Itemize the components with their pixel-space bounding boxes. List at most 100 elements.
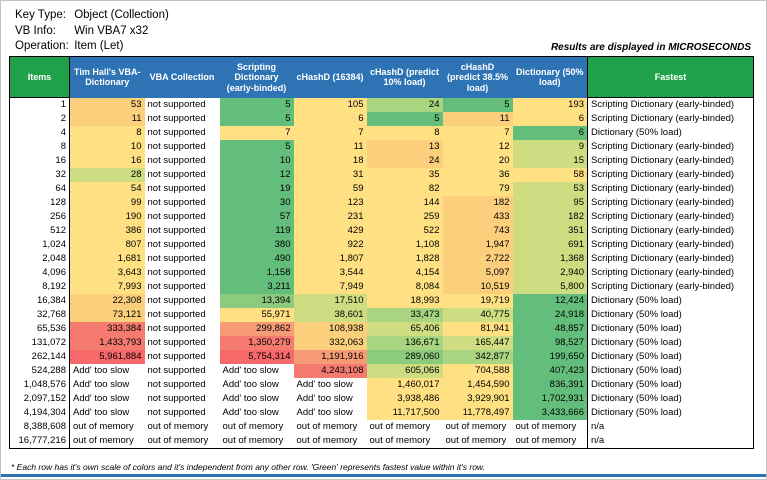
value-cell-dictionary-50-load[interactable]: 6 bbox=[512, 126, 588, 140]
value-cell-chashd-predict-385[interactable]: 704,588 bbox=[442, 364, 513, 378]
value-cell-chashd-predict-10[interactable]: 24 bbox=[366, 154, 443, 168]
items-cell[interactable]: 128 bbox=[9, 196, 70, 210]
items-cell[interactable]: 4,194,304 bbox=[9, 406, 70, 420]
value-cell-chashd-predict-10[interactable]: 522 bbox=[366, 224, 443, 238]
value-cell-scripting-dictionary[interactable]: 490 bbox=[219, 252, 294, 266]
value-cell-dictionary-50-load[interactable]: 15 bbox=[512, 154, 588, 168]
value-cell-timhall-vba-dictionary[interactable]: out of memory bbox=[69, 420, 145, 434]
value-cell-chashd-predict-385[interactable]: 7 bbox=[442, 126, 513, 140]
value-cell-scripting-dictionary[interactable]: 380 bbox=[219, 238, 294, 252]
items-cell[interactable]: 32 bbox=[9, 168, 70, 182]
value-cell-scripting-dictionary[interactable]: 30 bbox=[219, 196, 294, 210]
fastest-cell[interactable]: Scripting Dictionary (early-binded) bbox=[587, 196, 754, 210]
items-cell[interactable]: 2 bbox=[9, 112, 70, 126]
items-cell[interactable]: 8,388,608 bbox=[9, 420, 70, 434]
value-cell-chashd-predict-385[interactable]: 2,722 bbox=[442, 252, 513, 266]
value-cell-chashd-predict-10[interactable]: 144 bbox=[366, 196, 443, 210]
value-cell-timhall-vba-dictionary[interactable]: 7,993 bbox=[69, 280, 145, 294]
value-cell-scripting-dictionary[interactable]: 19 bbox=[219, 182, 294, 196]
value-cell-dictionary-50-load[interactable]: 691 bbox=[512, 238, 588, 252]
value-cell-chashd-16384[interactable]: 332,063 bbox=[293, 336, 367, 350]
value-cell-chashd-16384[interactable]: 108,938 bbox=[293, 322, 367, 336]
value-cell-chashd-16384[interactable]: 3,544 bbox=[293, 266, 367, 280]
value-cell-vba-collection[interactable]: not supported bbox=[144, 182, 220, 196]
value-cell-chashd-predict-10[interactable]: 11,717,500 bbox=[366, 406, 443, 420]
fastest-cell[interactable]: Scripting Dictionary (early-binded) bbox=[587, 210, 754, 224]
value-cell-chashd-16384[interactable]: 17,510 bbox=[293, 294, 367, 308]
value-cell-chashd-predict-385[interactable]: out of memory bbox=[442, 420, 513, 434]
value-cell-vba-collection[interactable]: not supported bbox=[144, 168, 220, 182]
fastest-cell[interactable]: Dictionary (50% load) bbox=[587, 308, 754, 322]
column-header-chashd-predict-385[interactable]: cHashD (predict 38.5% load) bbox=[442, 56, 513, 98]
value-cell-dictionary-50-load[interactable]: out of memory bbox=[512, 434, 588, 449]
value-cell-chashd-predict-10[interactable]: 1,108 bbox=[366, 238, 443, 252]
value-cell-chashd-predict-10[interactable]: 136,671 bbox=[366, 336, 443, 350]
value-cell-timhall-vba-dictionary[interactable]: 190 bbox=[69, 210, 145, 224]
value-cell-vba-collection[interactable]: not supported bbox=[144, 350, 220, 364]
value-cell-timhall-vba-dictionary[interactable]: Add' too slow bbox=[69, 392, 145, 406]
fastest-cell[interactable]: Dictionary (50% load) bbox=[587, 378, 754, 392]
value-cell-timhall-vba-dictionary[interactable]: Add' too slow bbox=[69, 378, 145, 392]
value-cell-dictionary-50-load[interactable]: 351 bbox=[512, 224, 588, 238]
fastest-cell[interactable]: Dictionary (50% load) bbox=[587, 392, 754, 406]
value-cell-dictionary-50-load[interactable]: 58 bbox=[512, 168, 588, 182]
value-cell-chashd-predict-10[interactable]: 13 bbox=[366, 140, 443, 154]
value-cell-dictionary-50-load[interactable]: 9 bbox=[512, 140, 588, 154]
items-cell[interactable]: 4 bbox=[9, 126, 70, 140]
value-cell-scripting-dictionary[interactable]: 55,971 bbox=[219, 308, 294, 322]
value-cell-scripting-dictionary[interactable]: 3,211 bbox=[219, 280, 294, 294]
value-cell-chashd-16384[interactable]: 6 bbox=[293, 112, 367, 126]
value-cell-scripting-dictionary[interactable]: Add' too slow bbox=[219, 406, 294, 420]
value-cell-timhall-vba-dictionary[interactable]: 807 bbox=[69, 238, 145, 252]
column-header-fastest[interactable]: Fastest bbox=[587, 56, 754, 98]
items-cell[interactable]: 16,384 bbox=[9, 294, 70, 308]
value-cell-chashd-predict-385[interactable]: 10,519 bbox=[442, 280, 513, 294]
fastest-cell[interactable]: Dictionary (50% load) bbox=[587, 294, 754, 308]
value-cell-timhall-vba-dictionary[interactable]: 5,961,884 bbox=[69, 350, 145, 364]
value-cell-timhall-vba-dictionary[interactable]: Add' too slow bbox=[69, 406, 145, 420]
value-cell-dictionary-50-load[interactable]: 12,424 bbox=[512, 294, 588, 308]
items-cell[interactable]: 32,768 bbox=[9, 308, 70, 322]
items-cell[interactable]: 1,048,576 bbox=[9, 378, 70, 392]
column-header-chashd-predict-10[interactable]: cHashD (predict 10% load) bbox=[366, 56, 443, 98]
value-cell-vba-collection[interactable]: not supported bbox=[144, 392, 220, 406]
fastest-cell[interactable]: Scripting Dictionary (early-binded) bbox=[587, 238, 754, 252]
value-cell-scripting-dictionary[interactable]: out of memory bbox=[219, 420, 294, 434]
value-cell-vba-collection[interactable]: not supported bbox=[144, 154, 220, 168]
fastest-cell[interactable]: Scripting Dictionary (early-binded) bbox=[587, 154, 754, 168]
value-cell-dictionary-50-load[interactable]: 3,433,666 bbox=[512, 406, 588, 420]
fastest-cell[interactable]: Scripting Dictionary (early-binded) bbox=[587, 168, 754, 182]
value-cell-scripting-dictionary[interactable]: out of memory bbox=[219, 434, 294, 449]
items-cell[interactable]: 4,096 bbox=[9, 266, 70, 280]
value-cell-chashd-16384[interactable]: 4,243,108 bbox=[293, 364, 367, 378]
value-cell-chashd-16384[interactable]: 38,601 bbox=[293, 308, 367, 322]
value-cell-timhall-vba-dictionary[interactable]: 3,643 bbox=[69, 266, 145, 280]
fastest-cell[interactable]: Scripting Dictionary (early-binded) bbox=[587, 112, 754, 126]
value-cell-timhall-vba-dictionary[interactable]: out of memory bbox=[69, 434, 145, 449]
fastest-cell[interactable]: Scripting Dictionary (early-binded) bbox=[587, 140, 754, 154]
value-cell-scripting-dictionary[interactable]: 5 bbox=[219, 97, 294, 112]
value-cell-timhall-vba-dictionary[interactable]: 22,308 bbox=[69, 294, 145, 308]
value-cell-scripting-dictionary[interactable]: 13,394 bbox=[219, 294, 294, 308]
value-cell-scripting-dictionary[interactable]: Add' too slow bbox=[219, 364, 294, 378]
value-cell-chashd-predict-385[interactable]: 165,447 bbox=[442, 336, 513, 350]
value-cell-dictionary-50-load[interactable]: 98,527 bbox=[512, 336, 588, 350]
value-cell-chashd-16384[interactable]: 922 bbox=[293, 238, 367, 252]
value-cell-dictionary-50-load[interactable]: 1,702,931 bbox=[512, 392, 588, 406]
value-cell-chashd-predict-10[interactable]: 605,066 bbox=[366, 364, 443, 378]
value-cell-chashd-16384[interactable]: 429 bbox=[293, 224, 367, 238]
column-header-scripting-dictionary[interactable]: Scripting Dictionary (early-binded) bbox=[219, 56, 294, 98]
value-cell-dictionary-50-load[interactable]: 95 bbox=[512, 196, 588, 210]
fastest-cell[interactable]: Scripting Dictionary (early-binded) bbox=[587, 252, 754, 266]
value-cell-chashd-predict-385[interactable]: 5,097 bbox=[442, 266, 513, 280]
value-cell-chashd-predict-10[interactable]: out of memory bbox=[366, 434, 443, 449]
value-cell-vba-collection[interactable]: not supported bbox=[144, 378, 220, 392]
value-cell-chashd-predict-385[interactable]: 3,929,901 bbox=[442, 392, 513, 406]
items-cell[interactable]: 2,097,152 bbox=[9, 392, 70, 406]
value-cell-chashd-16384[interactable]: Add' too slow bbox=[293, 392, 367, 406]
value-cell-chashd-predict-385[interactable]: 36 bbox=[442, 168, 513, 182]
fastest-cell[interactable]: Scripting Dictionary (early-binded) bbox=[587, 97, 754, 112]
value-cell-chashd-predict-10[interactable]: 35 bbox=[366, 168, 443, 182]
value-cell-chashd-predict-10[interactable]: 5 bbox=[366, 112, 443, 126]
value-cell-vba-collection[interactable]: out of memory bbox=[144, 420, 220, 434]
